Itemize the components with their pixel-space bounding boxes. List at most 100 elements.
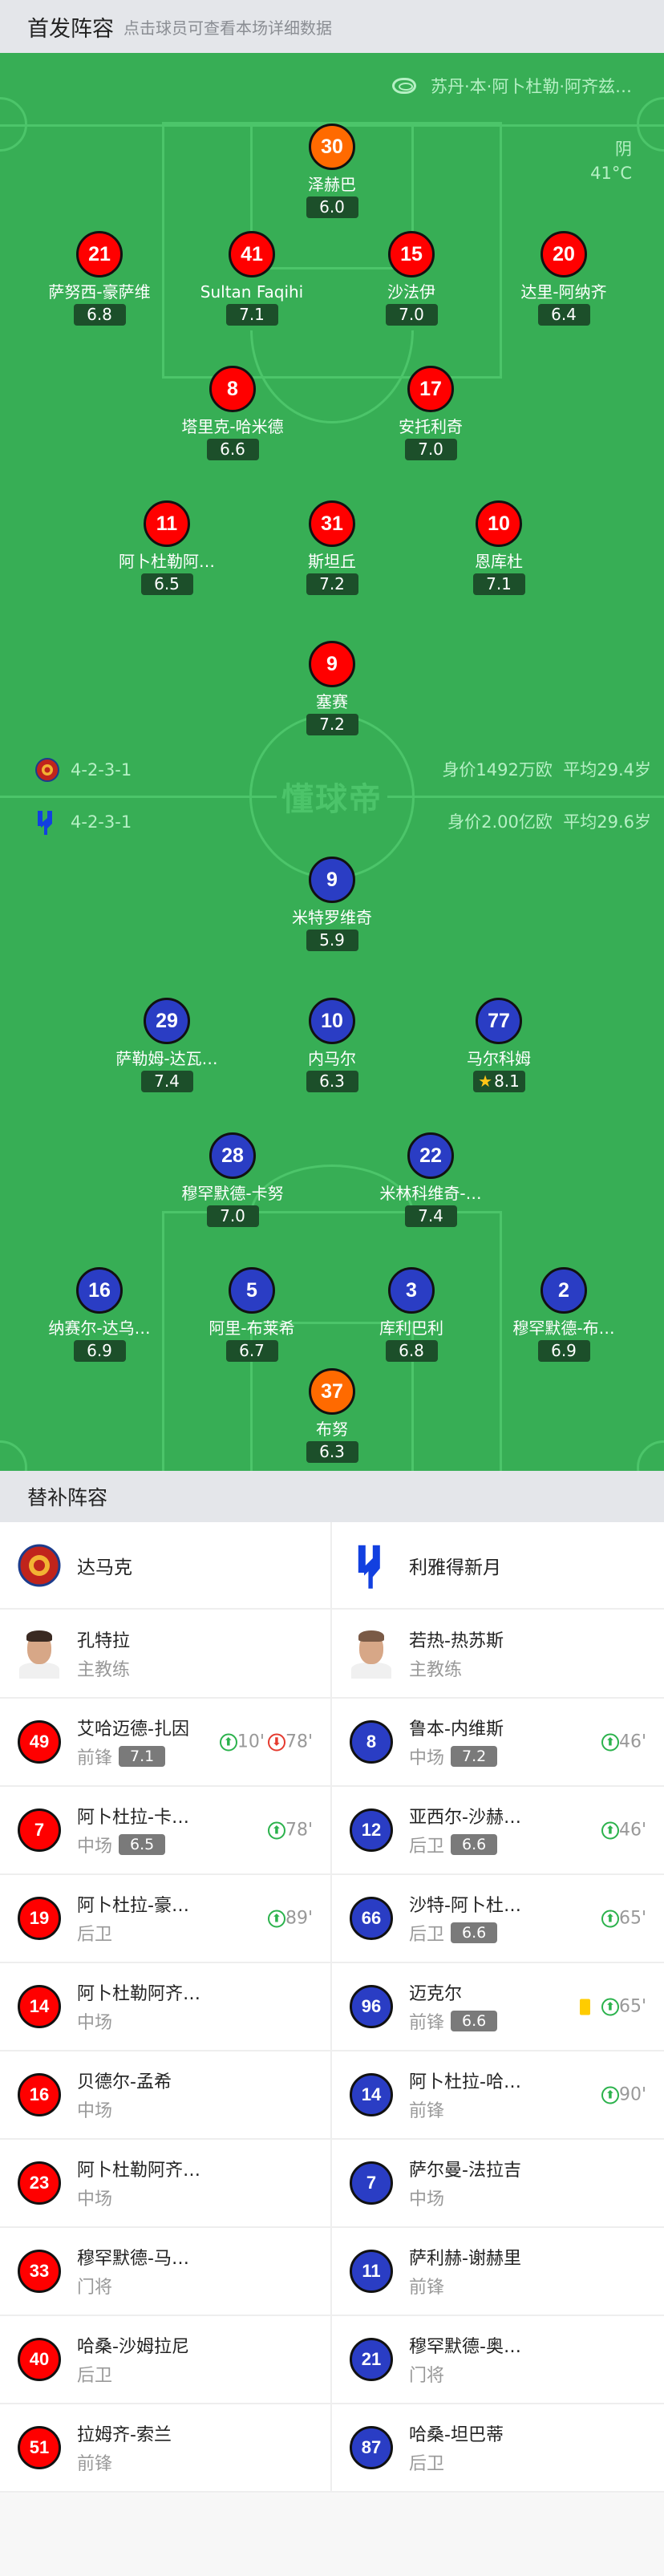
player-away[interactable]: 22 米林科维奇-… 7.4 bbox=[350, 1132, 511, 1227]
player-name: 穆罕默德-卡努 bbox=[181, 1184, 284, 1203]
bench-player-rating: 6.6 bbox=[451, 1834, 498, 1855]
bench-player-away[interactable]: 96 迈克尔 前锋 6.6 ⬆ 65' bbox=[332, 1963, 664, 2050]
player-home[interactable]: 20 达里-阿纳齐 6.4 bbox=[484, 231, 644, 326]
player-away[interactable]: 9 米特罗维奇 5.9 bbox=[252, 857, 412, 951]
rating-value: 5.9 bbox=[319, 930, 345, 950]
player-away[interactable]: 28 穆罕默德-卡努 7.0 bbox=[152, 1132, 313, 1227]
sub-in-icon: ⬆ bbox=[601, 2086, 619, 2104]
bench-player-away[interactable]: 14 阿卜杜拉-哈… 前锋 ⬆ 90' bbox=[332, 2051, 664, 2138]
position-text: 中场 bbox=[77, 1837, 113, 1857]
bench-player-away[interactable]: 8 鲁本-内维斯 中场 7.2 ⬆ 46' bbox=[332, 1699, 664, 1785]
jersey-number: 21 bbox=[350, 2338, 393, 2381]
player-away[interactable]: 29 萨勒姆-达瓦… 7.4 bbox=[87, 998, 247, 1092]
jersey-number: 41 bbox=[229, 231, 275, 277]
jersey-number: 5 bbox=[229, 1267, 275, 1314]
player-home[interactable]: 41 Sultan Faqihi 7.1 bbox=[172, 231, 332, 326]
bench-player-position: 中场 bbox=[77, 2185, 200, 2210]
bench-player-name: 萨尔曼-法拉吉 bbox=[409, 2161, 521, 2181]
player-home[interactable]: 30 泽赫巴 6.0 bbox=[252, 124, 412, 218]
bench-player-away[interactable]: 7 萨尔曼-法拉吉 中场 bbox=[332, 2140, 664, 2226]
player-away[interactable]: 16 纳赛尔-达乌… 6.9 bbox=[19, 1267, 180, 1362]
jersey-number: 40 bbox=[18, 2338, 61, 2381]
sub-in-icon: ⬆ bbox=[601, 1821, 619, 1839]
bench-player-home[interactable]: 49 艾哈迈德-扎因 前锋 7.1 ⬆ 10' ⬇ 78' bbox=[0, 1699, 332, 1785]
player-away[interactable]: 3 库利巴利 6.8 bbox=[331, 1267, 492, 1362]
rating-value: 6.4 bbox=[551, 305, 577, 324]
bench-player-name: 贝德尔-孟希 bbox=[77, 2072, 172, 2092]
player-rating: 7.1 bbox=[225, 304, 278, 326]
sub-in-minute: 46' bbox=[618, 1732, 646, 1752]
bench-player-home[interactable]: 33 穆罕默德-马… 门将 bbox=[0, 2228, 332, 2315]
player-home[interactable]: 17 安托利奇 7.0 bbox=[350, 366, 511, 460]
bench-player-home[interactable]: 40 哈桑-沙姆拉尼 后卫 bbox=[0, 2316, 332, 2403]
player-away[interactable]: 5 阿里-布莱希 6.7 bbox=[172, 1267, 332, 1362]
bench-events: ⬆ 78' bbox=[265, 1821, 313, 1841]
rating-value: 6.0 bbox=[319, 197, 345, 217]
player-home[interactable]: 11 阿卜杜勒阿… 6.5 bbox=[87, 500, 247, 595]
player-name: 斯坦丘 bbox=[308, 552, 356, 571]
bench-player-position: 中场 6.5 bbox=[77, 1832, 189, 1857]
bench-player-name: 亚西尔-沙赫… bbox=[409, 1808, 521, 1828]
jersey-number: 66 bbox=[350, 1897, 393, 1940]
home-team[interactable]: 达马克 bbox=[0, 1522, 332, 1608]
player-away[interactable]: 2 穆罕默德-布… 6.9 bbox=[484, 1267, 644, 1362]
home-coach[interactable]: 孔特拉 主教练 bbox=[0, 1610, 332, 1697]
jersey-number: 77 bbox=[476, 998, 522, 1044]
player-home[interactable]: 10 恩库杜 7.1 bbox=[419, 500, 579, 595]
away-team-name: 利雅得新月 bbox=[409, 1557, 501, 1578]
position-text: 后卫 bbox=[77, 2366, 113, 2386]
bench-player-position: 中场 7.2 bbox=[409, 1744, 504, 1769]
jersey-number: 20 bbox=[541, 231, 587, 277]
watermark: 懂球帝 bbox=[277, 773, 387, 820]
bench-player-info: 萨利赫-谢赫里 前锋 bbox=[409, 2244, 521, 2299]
jersey-number: 8 bbox=[350, 1720, 393, 1764]
bench-player-home[interactable]: 51 拉姆齐-索兰 前锋 bbox=[0, 2404, 332, 2491]
bench-player-info: 贝德尔-孟希中场 bbox=[77, 2068, 172, 2122]
rating-value: 7.0 bbox=[399, 305, 424, 324]
bench-player-home[interactable]: 19 阿卜杜拉-豪… 后卫 ⬆ 89' bbox=[0, 1875, 332, 1962]
bench-row: 14 阿卜杜勒阿齐… 中场 96 迈克尔 前锋 6.6 ⬆ 65' bbox=[0, 1963, 664, 2051]
bench-player-position: 前锋 7.1 bbox=[77, 1744, 189, 1769]
player-away[interactable]: 10 内马尔 6.3 bbox=[252, 998, 412, 1092]
player-home[interactable]: 15 沙法伊 7.0 bbox=[331, 231, 492, 326]
bench-player-position: 前锋 bbox=[77, 2449, 172, 2475]
bench-player-away[interactable]: 87 哈桑-坦巴蒂 后卫 bbox=[332, 2404, 664, 2491]
player-away[interactable]: 77 马尔科姆 ★ 8.1 bbox=[419, 998, 579, 1092]
away-team[interactable]: 利雅得新月 bbox=[332, 1522, 664, 1608]
player-home[interactable]: 9 塞赛 7.2 bbox=[252, 641, 412, 735]
home-formation-text: 4-2-3-1 bbox=[71, 760, 132, 780]
bench-player-away[interactable]: 21 穆罕默德-奥… 门将 bbox=[332, 2316, 664, 2403]
bottom-goal-area bbox=[250, 1322, 414, 1471]
bench-player-home[interactable]: 14 阿卜杜勒阿齐… 中场 bbox=[0, 1963, 332, 2050]
bench-player-away[interactable]: 66 沙特-阿卜杜… 后卫 6.6 ⬆ 65' bbox=[332, 1875, 664, 1962]
away-formation-text: 4-2-3-1 bbox=[71, 812, 132, 832]
bench-player-away[interactable]: 11 萨利赫-谢赫里 前锋 bbox=[332, 2228, 664, 2315]
bench-player-info: 亚西尔-沙赫… 后卫 6.6 bbox=[409, 1803, 521, 1857]
bench-player-position: 前锋 bbox=[409, 2096, 521, 2122]
position-text: 后卫 bbox=[409, 2454, 445, 2474]
jersey-number: 16 bbox=[76, 1267, 123, 1314]
bench-player-position: 中场 bbox=[77, 2096, 172, 2122]
stadium-icon bbox=[391, 78, 416, 94]
rating-value: 8.1 bbox=[494, 1071, 520, 1091]
away-coach[interactable]: 若热-热苏斯 主教练 bbox=[332, 1610, 664, 1697]
player-away[interactable]: 37 布努 6.3 bbox=[252, 1368, 412, 1463]
bench-player-home[interactable]: 7 阿卜杜拉-卡… 中场 6.5 ⬆ 78' bbox=[0, 1787, 332, 1873]
player-name: 穆罕默德-布… bbox=[512, 1318, 615, 1338]
rating-value: 7.1 bbox=[239, 305, 265, 324]
bench-player-home[interactable]: 23 阿卜杜勒阿齐… 中场 bbox=[0, 2140, 332, 2226]
player-home[interactable]: 8 塔里克-哈米德 6.6 bbox=[152, 366, 313, 460]
player-name: 内马尔 bbox=[308, 1049, 356, 1068]
player-home[interactable]: 31 斯坦丘 7.2 bbox=[252, 500, 412, 595]
player-home[interactable]: 21 萨努西-豪萨维 6.8 bbox=[19, 231, 180, 326]
player-rating: 6.3 bbox=[306, 1071, 358, 1092]
position-text: 后卫 bbox=[77, 1925, 113, 1945]
jersey-number: 14 bbox=[18, 1985, 61, 2028]
bench-player-home[interactable]: 16 贝德尔-孟希 中场 bbox=[0, 2051, 332, 2138]
bench-player-info: 阿卜杜拉-哈… 前锋 bbox=[409, 2068, 521, 2122]
player-rating: 7.0 bbox=[206, 1205, 259, 1227]
bench-player-name: 沙特-阿卜杜… bbox=[409, 1896, 521, 1916]
bench-player-position: 前锋 bbox=[409, 2273, 521, 2299]
bench-player-away[interactable]: 12 亚西尔-沙赫… 后卫 6.6 ⬆ 46' bbox=[332, 1787, 664, 1873]
sub-in-icon: ⬆ bbox=[601, 1998, 619, 2015]
